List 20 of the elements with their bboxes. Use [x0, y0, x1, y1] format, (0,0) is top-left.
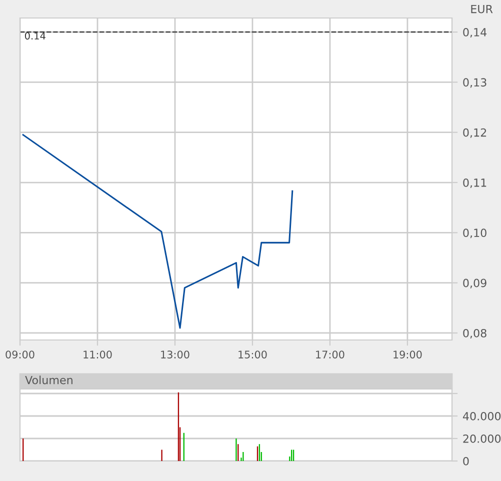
- y-tick-label: 40.000: [462, 412, 501, 420]
- y-tick-label: 0,14: [463, 28, 487, 38]
- y-tick-label: 0,10: [463, 228, 486, 238]
- y-tick-label: 0,12: [463, 128, 486, 138]
- x-tick-label: 11:00: [84, 350, 112, 358]
- y-tick-label: 0,11: [463, 178, 486, 188]
- y-tick-label: 0,09: [463, 278, 486, 288]
- y-tick-label: 0: [463, 456, 469, 466]
- y-tick-label: 20.000: [463, 434, 501, 443]
- x-tick-label: 17:00: [316, 350, 344, 358]
- chart-title: Volumen: [25, 376, 72, 384]
- x-tick-label: 09:00: [6, 350, 34, 358]
- y-tick-label: 0,08: [463, 328, 486, 338]
- x-tick-label: 19:00: [394, 350, 422, 358]
- x-tick-label: 15:00: [238, 350, 267, 358]
- x-tick-label: 13:00: [161, 350, 190, 358]
- ref-line-label: 0.14: [24, 32, 46, 40]
- y-axis-title: EUR: [471, 4, 493, 14]
- line-series: [22, 134, 294, 329]
- y-tick-label: 0,13: [463, 78, 486, 88]
